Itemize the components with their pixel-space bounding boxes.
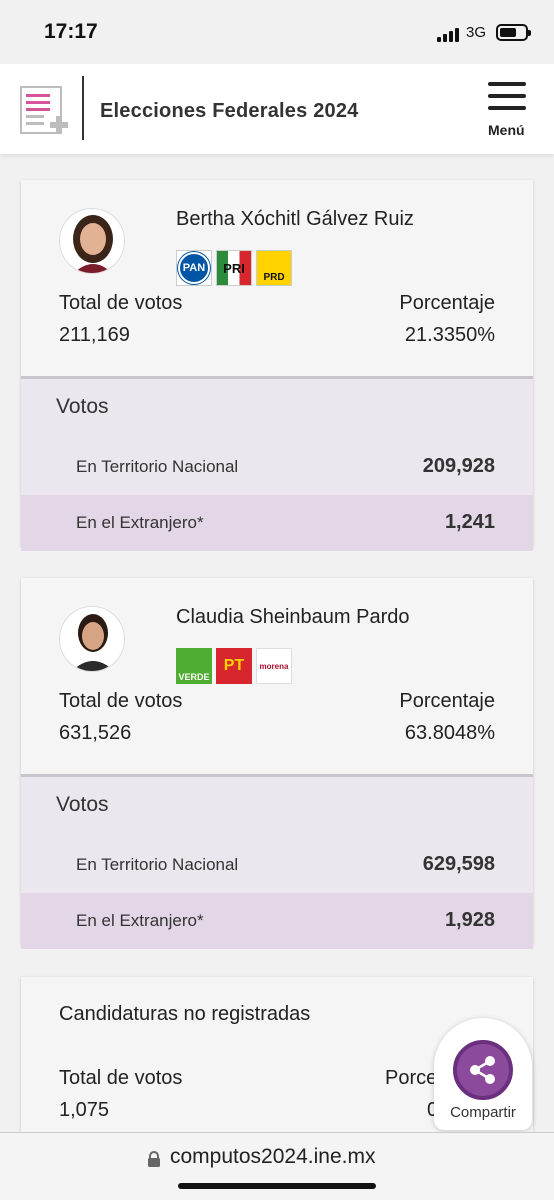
list-item: En el Extranjero* 1,241 xyxy=(21,495,533,551)
pri-logo-icon: PRI xyxy=(216,250,252,286)
morena-logo-icon: morena xyxy=(256,648,292,684)
votes-section-title: Votos xyxy=(56,395,109,418)
share-icon xyxy=(453,1040,513,1100)
percentage-label: Porcentaje xyxy=(399,292,495,314)
unregistered-title: Candidaturas no registradas xyxy=(59,1003,311,1025)
total-votes-value: 1,075 xyxy=(59,1099,110,1121)
percentage-value: 21.3350% xyxy=(404,324,495,346)
list-item: En Territorio Nacional 209,928 xyxy=(76,455,495,477)
menu-label: Menú xyxy=(488,122,525,138)
pan-logo-icon: PAN xyxy=(176,250,212,286)
percentage-label: Porcentaje xyxy=(399,690,495,712)
candidate-card: Bertha Xóchitl Gálvez Ruiz PAN PRI PRD T… xyxy=(21,180,533,551)
prd-logo-icon: PRD xyxy=(256,250,292,286)
status-bar: 17:17 3G xyxy=(0,0,554,64)
share-button[interactable]: Compartir xyxy=(434,1018,532,1130)
network-type: 3G xyxy=(466,24,487,41)
votes-breakdown: Votos En Territorio Nacional 629,598 En … xyxy=(21,774,533,949)
menu-button[interactable]: Menú xyxy=(486,80,536,140)
candidate-avatar xyxy=(59,208,125,274)
pt-logo-icon: PT xyxy=(216,648,252,684)
total-votes-label: Total de votos xyxy=(59,292,183,314)
total-votes-label: Total de votos xyxy=(59,1067,183,1089)
url-text[interactable]: computos2024.ine.mx xyxy=(170,1145,376,1168)
hamburger-icon xyxy=(488,82,526,86)
candidate-name: Claudia Sheinbaum Pardo xyxy=(176,606,410,628)
signal-icon xyxy=(437,26,461,42)
total-votes-value: 631,526 xyxy=(59,722,132,744)
party-logos: PAN PRI PRD xyxy=(176,250,292,286)
percentage-value: 63.8048% xyxy=(404,722,495,744)
ine-logo-icon[interactable] xyxy=(20,86,72,136)
share-label: Compartir xyxy=(450,1104,516,1121)
percentage-label: Porce xyxy=(385,1067,438,1089)
browser-url-bar[interactable]: computos2024.ine.mx xyxy=(0,1132,554,1200)
battery-icon xyxy=(496,24,531,41)
list-item: En Territorio Nacional 629,598 xyxy=(76,853,495,875)
candidate-name: Bertha Xóchitl Gálvez Ruiz xyxy=(176,208,414,230)
total-votes-label: Total de votos xyxy=(59,690,183,712)
verde-logo-icon: VERDE xyxy=(176,648,212,684)
list-item: En el Extranjero* 1,928 xyxy=(21,893,533,949)
header-divider xyxy=(82,76,84,140)
page-title: Elecciones Federales 2024 xyxy=(100,100,359,122)
candidate-avatar xyxy=(59,606,125,672)
votes-breakdown: Votos En Territorio Nacional 209,928 En … xyxy=(21,376,533,551)
home-indicator[interactable] xyxy=(178,1183,376,1189)
app-header: Elecciones Federales 2024 Menú xyxy=(0,64,554,154)
total-votes-value: 211,169 xyxy=(59,324,130,346)
votes-section-title: Votos xyxy=(56,793,109,816)
status-time: 17:17 xyxy=(44,20,98,43)
party-logos: VERDE PT morena xyxy=(176,648,292,684)
lock-icon xyxy=(147,1151,161,1167)
candidate-card: Claudia Sheinbaum Pardo VERDE PT morena … xyxy=(21,578,533,949)
